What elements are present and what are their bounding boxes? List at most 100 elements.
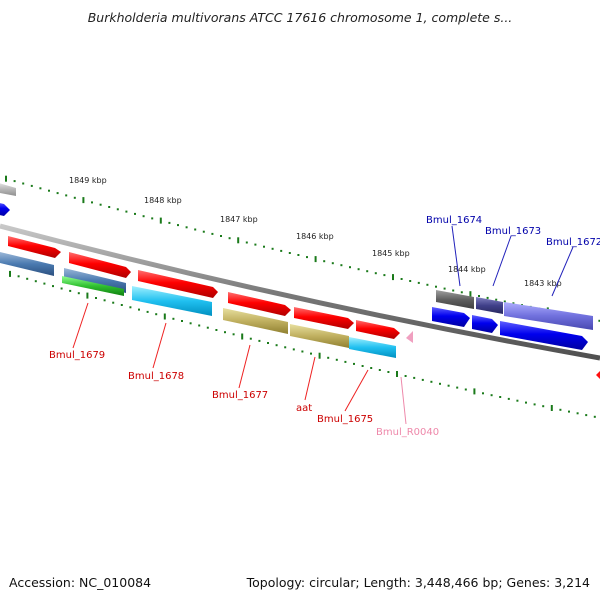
gene-label-bmul-1678[interactable]: Bmul_1678 <box>128 371 184 382</box>
scale-dot <box>267 342 269 344</box>
scale-dot <box>13 180 16 183</box>
gene-feature-offscreen-gray[interactable] <box>0 182 16 196</box>
scale-dot <box>525 401 527 404</box>
gene-label-aat[interactable]: aat <box>296 403 312 414</box>
scale-dot <box>224 331 226 334</box>
scale-dot <box>516 399 519 402</box>
scale-dot <box>73 196 76 199</box>
gene-feature-red-6[interactable] <box>356 320 400 339</box>
gene-feature-red-offscreen[interactable] <box>596 368 600 382</box>
scale-dot <box>220 235 222 237</box>
scale-dot <box>507 397 510 400</box>
scale-dot <box>258 339 261 342</box>
scale-dot <box>366 270 369 273</box>
scale-dot <box>439 382 441 385</box>
scale-dot <box>69 289 72 292</box>
scale-dot <box>559 408 562 411</box>
scale-major-tick <box>396 371 398 377</box>
scale-dot <box>284 346 287 349</box>
scale-dot <box>77 292 80 295</box>
scale-dot <box>263 245 265 248</box>
scale-dot <box>598 319 600 322</box>
scale-dot <box>116 208 119 211</box>
scale-label-1846: 1846 kbp <box>296 232 334 241</box>
scale-dot <box>185 226 188 229</box>
gene-feature-pink-r0040[interactable] <box>406 331 413 343</box>
scale-label-1847: 1847 kbp <box>220 215 258 224</box>
gene-feature-blue-3[interactable] <box>500 321 588 350</box>
scale-dot <box>464 388 467 391</box>
scale-dot <box>134 212 136 215</box>
scale-dot <box>482 392 484 395</box>
scale-dot <box>306 256 308 259</box>
scale-dot <box>211 232 214 235</box>
gene-feature-khaki-aat[interactable] <box>290 324 349 348</box>
scale-dot <box>108 206 111 208</box>
scale-dot <box>297 254 300 256</box>
gene-feature-red-1[interactable] <box>8 236 61 258</box>
scale-dot <box>404 375 407 377</box>
scale-dot <box>30 184 33 187</box>
gene-feature-red-3[interactable] <box>138 270 218 298</box>
gene-feature-cyan-1678[interactable] <box>132 286 212 316</box>
scale-dot <box>361 365 364 367</box>
gene-feature-offscreen-blue[interactable] <box>0 202 10 216</box>
gene-label-bmul-1674[interactable]: Bmul_1674 <box>426 215 482 226</box>
scale-dot <box>413 376 416 379</box>
scale-dot <box>486 296 489 299</box>
scale-dot <box>460 291 463 294</box>
gene-feature-red-4[interactable] <box>228 292 291 316</box>
scale-label-1848: 1848 kbp <box>144 196 182 205</box>
scale-arc-inner <box>9 270 596 418</box>
scale-dot <box>576 412 579 415</box>
gene-label-bmul-1677[interactable]: Bmul_1677 <box>212 390 268 401</box>
scale-label-1849: 1849 kbp <box>69 176 107 185</box>
scale-major-tick <box>9 270 11 277</box>
chromosome-backbone <box>0 223 600 361</box>
scale-dot <box>378 369 381 371</box>
scale-major-tick <box>82 197 85 204</box>
scale-dot <box>275 344 278 347</box>
scale-dot <box>374 272 377 275</box>
gene-label-bmul-1672[interactable]: Bmul_1672 <box>546 237 600 248</box>
scale-dot <box>228 237 231 240</box>
scale-dot <box>125 210 128 213</box>
scale-dot <box>39 187 42 190</box>
scale-dot <box>426 283 429 286</box>
scale-dot <box>503 300 506 303</box>
scale-dot <box>155 313 158 316</box>
scale-dot <box>400 278 403 280</box>
gene-feature-slate-1673[interactable] <box>476 297 503 314</box>
gene-feature-green-1679[interactable] <box>62 276 124 296</box>
scale-dot <box>202 230 205 233</box>
gene-feature-gray-1674[interactable] <box>436 290 474 309</box>
scale-dot <box>435 285 437 288</box>
gene-feature-khaki-1677[interactable] <box>223 308 288 334</box>
scale-major-tick <box>163 313 166 320</box>
gene-feature-steel-left[interactable] <box>0 252 54 276</box>
gene-feature-cyan-1675[interactable] <box>349 337 396 358</box>
scale-major-tick <box>473 388 476 395</box>
scale-dot <box>387 371 390 373</box>
gene-feature-blue-2[interactable] <box>472 315 498 333</box>
scale-label-1845: 1845 kbp <box>372 249 410 258</box>
gene-feature-blue-1[interactable] <box>432 307 470 327</box>
scale-dot <box>232 333 235 336</box>
scale-dot <box>344 360 347 363</box>
gene-label-bmul-1673[interactable]: Bmul_1673 <box>485 226 541 237</box>
gene-feature-red-5[interactable] <box>294 307 354 329</box>
scale-dot <box>430 380 433 383</box>
scale-dot <box>301 350 304 353</box>
scale-dot <box>120 304 123 306</box>
scale-label-1843: 1843 kbp <box>524 279 562 288</box>
gene-label-bmul-r0040[interactable]: Bmul_R0040 <box>376 427 439 438</box>
scale-dot <box>254 243 257 246</box>
gene-feature-red-2[interactable] <box>69 252 131 278</box>
scale-dot <box>245 241 248 244</box>
scale-dot <box>129 306 132 309</box>
gene-label-bmul-1675[interactable]: Bmul_1675 <box>317 414 373 425</box>
scale-dot <box>177 224 179 227</box>
gene-feature-purple-1672[interactable] <box>504 302 593 330</box>
gene-label-bmul-1679[interactable]: Bmul_1679 <box>49 350 105 361</box>
